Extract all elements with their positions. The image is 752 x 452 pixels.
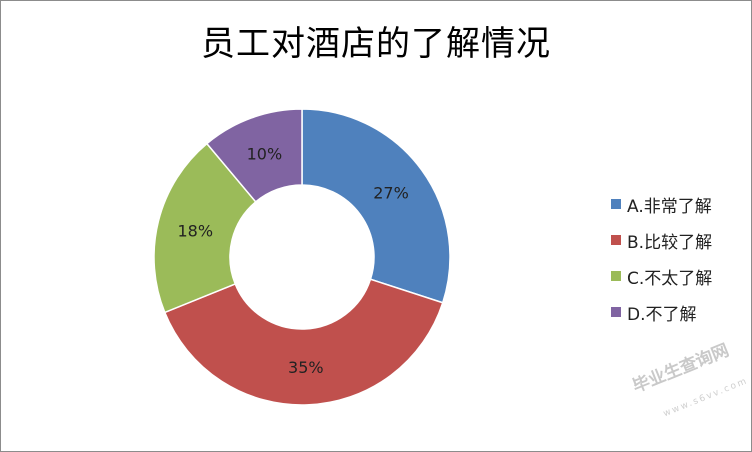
legend-item-2: B.比较了解	[611, 222, 751, 258]
legend-label-1: A.非常了解	[627, 196, 712, 217]
donut-slice-2	[163, 278, 444, 406]
legend-label-3: C.不太了解	[627, 268, 713, 289]
data-label-2: 35%	[288, 358, 324, 377]
data-label-4: 10%	[247, 145, 283, 164]
data-label-1: 27%	[373, 183, 409, 202]
legend-swatch-4	[611, 307, 621, 317]
legend-swatch-3	[611, 271, 621, 281]
data-label-3: 18%	[177, 221, 213, 240]
donut-slice-3	[153, 142, 257, 314]
legend-swatch-2	[611, 235, 621, 245]
legend-item-1: A.非常了解	[611, 186, 751, 222]
donut-slice-4	[205, 108, 303, 203]
legend-item-3: C.不太了解	[611, 258, 751, 294]
donut-slice-1	[301, 108, 451, 304]
legend-item-4: D.不了解	[611, 294, 751, 330]
chart-title: 员工对酒店的了解情况	[201, 24, 551, 64]
legend-label-4: D.不了解	[627, 304, 697, 325]
chart-legend: A.非常了解 B.比较了解 C.不太了解 D.不了解	[611, 186, 751, 330]
legend-label-2: B.比较了解	[627, 232, 713, 253]
legend-swatch-1	[611, 199, 621, 209]
